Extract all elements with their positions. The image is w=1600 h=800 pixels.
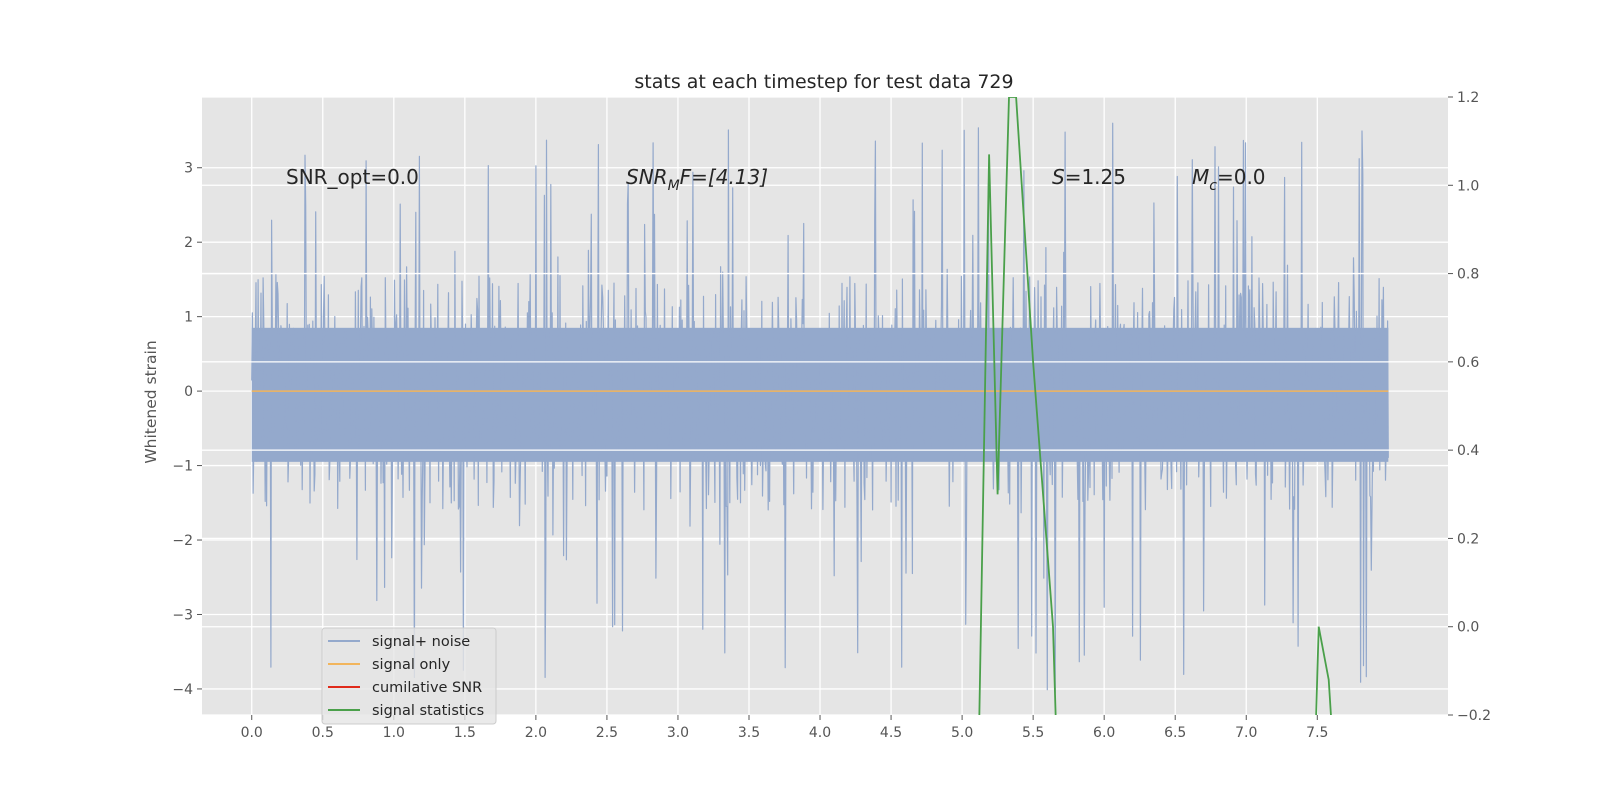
y-right-tick-label: 1.2 [1457, 90, 1479, 106]
annotation-snr-mf-rest: F=[4.13] [680, 165, 768, 189]
x-tick-label: 3.0 [667, 725, 689, 741]
x-tick-label: 3.5 [738, 725, 760, 741]
y-tick-label: −4 [172, 682, 193, 698]
annotation-snr-mf-base: SNR [626, 165, 668, 189]
x-tick-label: 4.5 [880, 725, 902, 741]
y-right-axis-ticks: 1.2 1.0 0.8 0.6 0.4 0.2 0.0 −0.2 [1448, 90, 1491, 724]
annotations: SNR_opt=0.0 SNRMF=[4.13] S=1.25 Mc=0.0 [286, 165, 1266, 194]
legend-label: signal statistics [372, 703, 484, 719]
y-axis-ticks: 3 2 1 0 −1 −2 −3 −4 [172, 161, 202, 698]
legend-label: signal+ noise [372, 634, 470, 650]
y-right-tick-label: 0.4 [1457, 443, 1479, 459]
x-tick-label: 1.5 [454, 725, 476, 741]
annotation-snr-mf-sub: M [668, 178, 680, 194]
legend-box [321, 627, 497, 725]
annotation-mc-base: M [1192, 165, 1209, 189]
series-signal-statistics [978, 97, 1332, 715]
y-tick-label: 3 [184, 161, 193, 177]
x-tick-label: 6.0 [1093, 725, 1115, 741]
y-tick-label: 0 [184, 384, 193, 400]
annotation-s-value: =1.25 [1065, 165, 1126, 189]
y-right-tick-label: 0.8 [1457, 267, 1479, 283]
signal-statistics-line [1315, 626, 1332, 715]
x-tick-label: 7.5 [1306, 725, 1328, 741]
y-tick-label: 1 [184, 310, 193, 326]
x-tick-label: 2.0 [525, 725, 547, 741]
series-signal-noise [251, 122, 1389, 694]
x-tick-label: 1.0 [383, 725, 405, 741]
annotation-mc-sub: c [1209, 178, 1217, 194]
x-tick-label: 6.5 [1164, 725, 1186, 741]
y-right-tick-label: 0.6 [1457, 355, 1479, 371]
y-tick-label: −2 [172, 533, 193, 549]
x-tick-label: 0.5 [312, 725, 334, 741]
chart-title: stats at each timestep for test data 729 [634, 71, 1013, 93]
x-tick-label: 5.5 [1022, 725, 1044, 741]
x-tick-label: 5.0 [951, 725, 973, 741]
y-right-tick-label: 0.0 [1457, 620, 1479, 636]
x-tick-label: 4.0 [809, 725, 831, 741]
y-right-tick-label: 0.2 [1457, 531, 1479, 547]
annotation-mc: Mc=0.0 [1192, 165, 1266, 194]
annotation-s-symbol: S [1052, 165, 1065, 189]
y-tick-label: 2 [184, 235, 193, 251]
y-tick-label: −3 [172, 607, 193, 623]
signal-statistics-line [978, 97, 1057, 715]
y-right-tick-label: −0.2 [1457, 708, 1491, 724]
x-axis-ticks: 0.0 0.5 1.0 1.5 2.0 2.5 3.0 3.5 4.0 4.5 5.0 5.5 6.0 6… [241, 715, 1328, 741]
annotation-snr-mf: SNRMF=[4.13] [626, 165, 768, 194]
y-tick-label: −1 [172, 459, 193, 475]
y-right-tick-label: 1.0 [1457, 178, 1479, 194]
legend-label: signal only [372, 657, 451, 673]
reference-lines [202, 272, 1448, 451]
annotation-s: S=1.25 [1052, 165, 1126, 189]
x-tick-label: 7.0 [1235, 725, 1257, 741]
x-tick-label: 2.5 [596, 725, 618, 741]
x-tick-label: 0.0 [241, 725, 263, 741]
annotation-snr-opt: SNR_opt=0.0 [286, 165, 419, 189]
legend: signal+ noise signal only cumilative SNR si… [321, 627, 497, 725]
noise-trace [251, 122, 1389, 694]
annotation-mc-value: =0.0 [1217, 165, 1266, 189]
legend-label: cumilative SNR [372, 680, 482, 696]
y-axis-label: Whitened strain [142, 340, 160, 463]
